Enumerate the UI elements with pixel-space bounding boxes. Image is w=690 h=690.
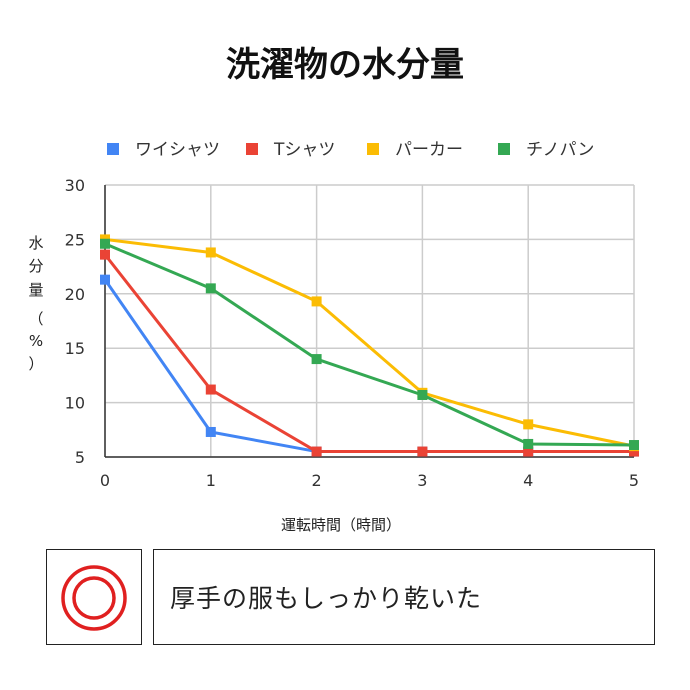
y-axis-label: 水分量 （% ） [28,234,43,373]
series-line [103,253,634,454]
legend: ワイシャツ Tシャツ パーカー チノパン [107,140,594,160]
grid [104,184,635,458]
y-axis-label-char: 分 [28,257,43,275]
data-point [100,249,110,260]
rating-box [46,549,142,645]
data-point [205,247,216,258]
data-point [100,274,110,285]
legend-swatch [367,143,379,155]
data-point [417,446,428,457]
series-line [103,278,634,454]
series-line [104,242,635,447]
axes [104,185,634,458]
x-tick-label: 4 [523,471,533,490]
data-point [523,446,534,457]
x-tick-label: 3 [417,471,427,490]
legend-swatch [107,143,119,155]
legend-label: チノパン [526,140,594,160]
x-axis-label: 運転時間（時間） [281,516,401,534]
data-point [205,283,216,294]
y-axis-label-char: 水 [28,234,43,252]
y-axis-label-char: ） [28,355,43,373]
x-tick-label: 2 [312,471,322,490]
chart-title: 洗濯物の水分量 [226,45,464,85]
comment-box: 厚手の服もしっかり乾いた [153,549,655,645]
data-point [311,296,322,307]
y-axis-label-char: % [29,332,43,350]
data-point [100,238,110,249]
y-tick-label: 5 [75,448,85,467]
data-point [629,440,639,451]
data-point [311,354,322,365]
data-point [205,384,216,395]
data-point [417,389,428,400]
double-circle-icon [61,565,127,631]
y-tick-label: 25 [65,230,85,249]
data-point [523,438,534,449]
series-lines [100,234,639,457]
data-point [311,446,322,457]
x-tick-label: 0 [100,471,110,490]
comment-text: 厚手の服もしっかり乾いた [170,584,483,613]
data-point [205,426,216,437]
legend-swatch [498,143,510,155]
data-point [523,419,534,430]
x-tick-label: 5 [629,471,639,490]
tick-labels: 5 10 15 20 25 30 0 1 2 3 4 5 [65,176,639,490]
y-tick-label: 20 [65,285,85,304]
data-point [629,446,639,457]
legend-swatch [246,143,258,155]
x-tick-label: 1 [206,471,216,490]
y-tick-label: 10 [65,394,85,413]
y-tick-label: 30 [65,176,85,195]
series-line [104,237,635,448]
legend-label: パーカー [395,140,463,160]
legend-label: Tシャツ [273,140,335,160]
y-axis-label-char: 量 [28,281,43,299]
y-axis-label-char: （ [28,310,43,328]
y-tick-label: 15 [65,339,85,358]
legend-label: ワイシャツ [135,140,220,160]
